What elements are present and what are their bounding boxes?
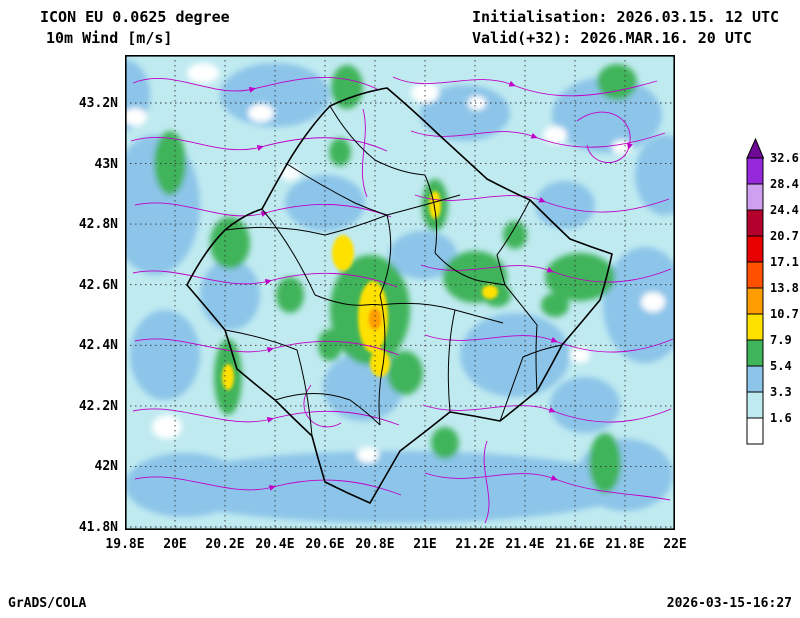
colorbar-segment	[746, 209, 764, 237]
lat-label: 42.4N	[78, 338, 118, 353]
colorbar-segment	[746, 287, 764, 315]
colorbar-label: 7.9	[770, 333, 792, 347]
colorbar-label: 10.7	[770, 307, 799, 321]
map-frame	[125, 55, 676, 530]
admin-borders	[186, 87, 613, 505]
lat-label: 41.8N	[78, 520, 118, 535]
lon-label: 21.2E	[455, 537, 495, 552]
model-title: ICON EU 0.0625 degree	[40, 8, 230, 26]
colorbar-label: 28.4	[770, 177, 799, 191]
colorbar-label: 1.6	[770, 411, 792, 425]
lon-label: 21E	[413, 537, 437, 552]
lon-label: 20.2E	[205, 537, 245, 552]
lon-label: 21.6E	[555, 537, 595, 552]
colorbar-segment	[746, 339, 764, 367]
lat-label: 42.6N	[78, 278, 118, 293]
colorbar-segment	[746, 183, 764, 211]
latlon-grid	[125, 55, 675, 530]
lon-label: 20.8E	[355, 537, 395, 552]
lon-label: 20E	[163, 537, 187, 552]
variable-title: 10m Wind [m/s]	[46, 29, 173, 47]
colorbar-label: 13.8	[770, 281, 799, 295]
colorbar-segment	[746, 391, 764, 419]
colorbar-label: 17.1	[770, 255, 799, 269]
colorbar-labels: 32.6 28.4 24.4 20.7 17.1 13.8 10.7 7.9 5.4 3.3 1.6	[770, 138, 800, 458]
wind-speed-colorbar	[746, 137, 765, 450]
creation-timestamp: 2026-03-15-16:27	[666, 596, 792, 611]
lon-label: 20.6E	[305, 537, 345, 552]
wind-streamlines	[130, 76, 674, 524]
colorbar-segment	[746, 261, 764, 289]
colorbar-segment	[746, 313, 764, 341]
valid-time-label: Valid(+32): 2026.MAR.16. 20 UTC	[472, 29, 752, 47]
colorbar-label: 32.6	[770, 151, 799, 165]
colorbar-segment	[746, 365, 764, 393]
colorbar-label: 5.4	[770, 359, 792, 373]
colorbar-label: 24.4	[770, 203, 799, 217]
grads-credit: GrADS/COLA	[8, 596, 87, 611]
colorbar-label: 3.3	[770, 385, 792, 399]
colorbar-label: 20.7	[770, 229, 799, 243]
lon-label: 21.4E	[505, 537, 545, 552]
colorbar-svg	[746, 137, 765, 445]
map-plot-area	[100, 55, 695, 530]
lat-label: 42.8N	[78, 217, 118, 232]
colorbar-segment	[746, 235, 764, 263]
wind-band-blobs	[100, 60, 695, 523]
lon-label: 21.8E	[605, 537, 645, 552]
colorbar-overflow-arrow	[746, 137, 765, 159]
colorbar-segment	[746, 157, 764, 185]
wind-field-map	[100, 55, 695, 530]
init-time-label: Initialisation: 2026.03.15. 12 UTC	[472, 8, 780, 26]
lat-label: 42.2N	[78, 399, 118, 414]
lat-label: 42N	[94, 459, 118, 474]
colorbar-segment	[746, 417, 764, 445]
lon-label: 19.8E	[105, 537, 145, 552]
lat-label: 43N	[94, 157, 118, 172]
lon-label: 22E	[663, 537, 687, 552]
lon-label: 20.4E	[255, 537, 295, 552]
lat-label: 43.2N	[78, 96, 118, 111]
